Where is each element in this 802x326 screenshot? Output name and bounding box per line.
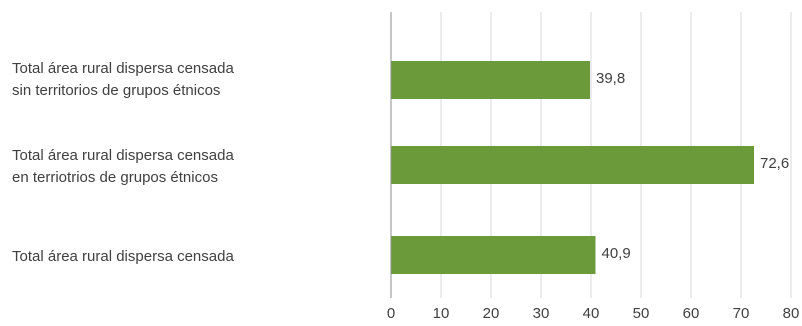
data-label-1: 39,8 — [596, 70, 625, 87]
x-tick-40: 40 — [583, 305, 600, 322]
bar-2 — [391, 146, 754, 184]
category-label-3-line-1: Total área rural dispersa censada — [12, 248, 234, 265]
bar-3 — [391, 236, 596, 274]
x-tick-labels: 0 10 20 30 40 50 60 70 80 — [387, 305, 800, 322]
category-label-1-line-2: sin territorios de grupos étnicos — [12, 82, 220, 99]
category-label-1-line-1: Total área rural dispersa censada — [12, 60, 234, 77]
x-tick-20: 20 — [483, 305, 500, 322]
bars — [391, 61, 754, 274]
data-label-2: 72,6 — [760, 155, 789, 172]
x-tick-10: 10 — [433, 305, 450, 322]
category-labels: Total área rural dispersa censada sin ter… — [12, 60, 234, 265]
data-label-3: 40,9 — [602, 245, 631, 262]
x-tick-30: 30 — [533, 305, 550, 322]
x-tick-80: 80 — [783, 305, 800, 322]
x-tick-70: 70 — [733, 305, 750, 322]
category-label-2-line-1: Total área rural dispersa censada — [12, 147, 234, 164]
x-tick-0: 0 — [387, 305, 395, 322]
x-tick-60: 60 — [683, 305, 700, 322]
bar-1 — [391, 61, 590, 99]
x-tick-50: 50 — [633, 305, 650, 322]
category-label-2-line-2: en terriotrios de grupos étnicos — [12, 169, 218, 186]
data-labels: 39,8 72,6 40,9 — [596, 70, 789, 262]
